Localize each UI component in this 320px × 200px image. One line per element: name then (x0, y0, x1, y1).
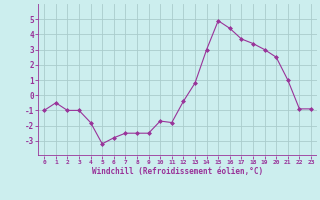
X-axis label: Windchill (Refroidissement éolien,°C): Windchill (Refroidissement éolien,°C) (92, 167, 263, 176)
